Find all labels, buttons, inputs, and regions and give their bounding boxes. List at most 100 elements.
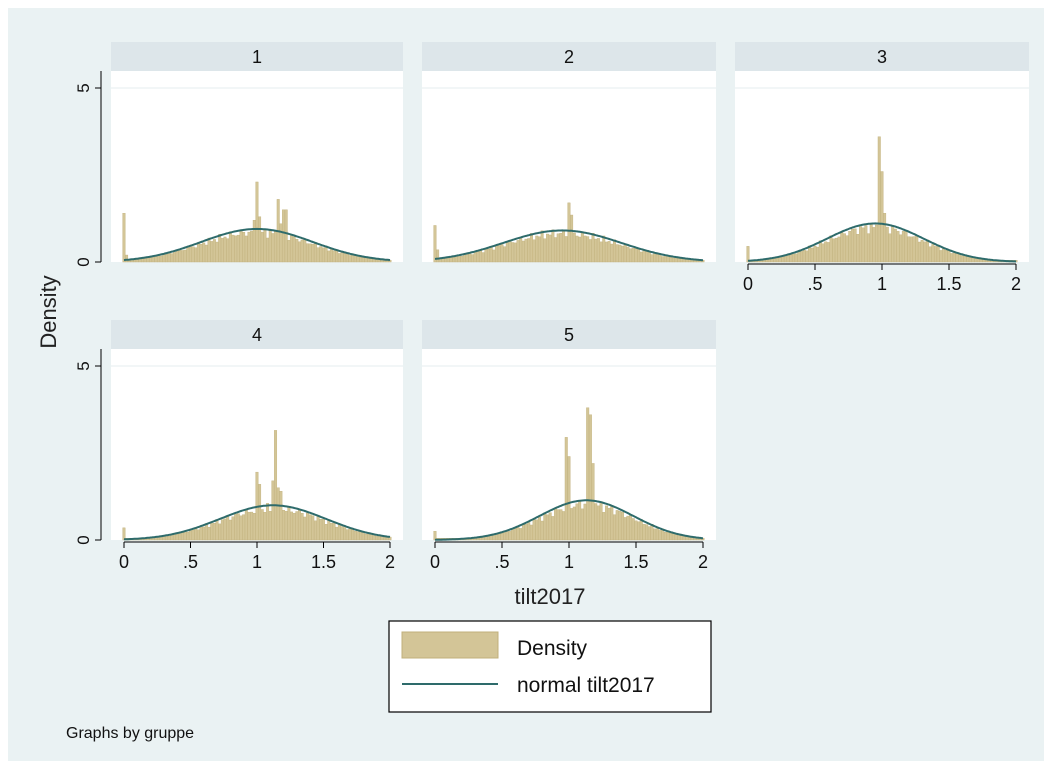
hist-bar bbox=[904, 231, 908, 263]
hist-bar bbox=[821, 243, 825, 263]
hist-bar bbox=[564, 437, 568, 541]
hist-bar bbox=[258, 216, 262, 263]
hist-bar bbox=[303, 516, 307, 541]
hist-bar bbox=[220, 238, 224, 263]
hist-bar bbox=[481, 252, 485, 263]
normal-curve-5 bbox=[435, 499, 704, 541]
panel-5: 5 0 .5 1 1.5 2 bbox=[422, 320, 716, 572]
normal-curve-2 bbox=[434, 229, 704, 262]
hist-bar bbox=[194, 527, 198, 541]
hist-bar bbox=[337, 253, 341, 263]
hist-bar bbox=[500, 533, 504, 541]
hist-bar bbox=[885, 226, 889, 263]
hist-bar bbox=[596, 505, 600, 541]
hist-bar bbox=[818, 240, 822, 263]
hist-bar bbox=[907, 236, 911, 263]
hist-bar bbox=[154, 256, 158, 263]
panel-label-5: 5 bbox=[564, 325, 574, 345]
hist-bar bbox=[263, 229, 267, 263]
hist-bar bbox=[223, 518, 227, 541]
hist-bar bbox=[489, 246, 493, 263]
hist-bar bbox=[653, 528, 657, 541]
normal-curve-1 bbox=[123, 227, 391, 262]
hist-bar bbox=[626, 246, 630, 263]
hist-bar bbox=[524, 238, 528, 263]
hist-bar bbox=[952, 252, 956, 263]
hist-bar bbox=[215, 519, 219, 541]
hist-bar bbox=[361, 257, 365, 263]
hist-bar bbox=[794, 253, 798, 263]
hist-bar bbox=[497, 245, 501, 263]
hist-bar bbox=[802, 250, 806, 263]
hist-bar bbox=[335, 249, 339, 263]
panel-3: 3 0 .5 1 1.5 2 bbox=[735, 42, 1029, 294]
hist-bar bbox=[295, 238, 299, 263]
hist-bar bbox=[543, 512, 547, 541]
hist-bar bbox=[313, 520, 317, 541]
normal-curve-4 bbox=[124, 504, 391, 541]
hist-bar bbox=[199, 244, 203, 263]
hist-bar bbox=[615, 510, 619, 541]
hist-bar bbox=[909, 236, 913, 263]
hist-bar bbox=[529, 524, 533, 541]
hist-bar bbox=[290, 235, 293, 263]
hist-bar bbox=[575, 235, 579, 263]
hist-bar bbox=[165, 254, 168, 263]
hist-bar bbox=[770, 258, 774, 263]
hist-bar bbox=[284, 510, 288, 541]
hist-bar bbox=[505, 242, 509, 263]
hist-bar bbox=[348, 255, 352, 263]
hist-bar bbox=[364, 533, 368, 541]
y-tick-label: 5 bbox=[74, 361, 93, 370]
hist-bar bbox=[220, 519, 224, 541]
hist-bar bbox=[540, 230, 544, 263]
hist-bar bbox=[527, 522, 531, 541]
hist-bar bbox=[244, 235, 248, 263]
panel-label-4: 4 bbox=[252, 325, 262, 345]
hist-bar bbox=[637, 521, 641, 541]
hist-bar bbox=[642, 250, 646, 263]
hist-bar bbox=[175, 250, 179, 263]
panel-strip-2 bbox=[422, 42, 716, 71]
hist-bar bbox=[511, 529, 515, 541]
panel-1: 1 0 5 bbox=[74, 42, 403, 267]
legend-swatch-density bbox=[401, 631, 499, 659]
hist-bar bbox=[268, 511, 272, 541]
hist-bar bbox=[540, 520, 544, 541]
hist-bar bbox=[212, 239, 216, 263]
hist-bar bbox=[332, 250, 336, 263]
hist-bar bbox=[669, 256, 673, 263]
hist-bar bbox=[513, 527, 517, 541]
hist-bar bbox=[537, 517, 541, 541]
hist-bar bbox=[626, 515, 630, 541]
hist-bar bbox=[313, 242, 317, 263]
x-tick-label: .5 bbox=[807, 274, 822, 294]
hist-bar bbox=[452, 256, 456, 263]
hist-bar bbox=[947, 249, 951, 263]
hist-bar bbox=[521, 240, 525, 263]
hist-bar bbox=[634, 247, 638, 263]
hist-bar bbox=[532, 518, 536, 541]
hist-bar bbox=[250, 511, 254, 541]
x-tick-label: 1.5 bbox=[936, 274, 961, 294]
hist-bar bbox=[642, 524, 646, 541]
hist-bar bbox=[853, 228, 857, 263]
hist-bar bbox=[572, 506, 576, 541]
hist-bar bbox=[810, 247, 814, 263]
hist-bar bbox=[607, 507, 611, 541]
hist-bar bbox=[631, 247, 635, 263]
hist-bar bbox=[859, 226, 862, 263]
hist-bar bbox=[618, 244, 622, 263]
hist-bar bbox=[226, 515, 230, 541]
hist-bar bbox=[436, 249, 440, 263]
hist-bar bbox=[610, 505, 614, 541]
panel-4: 4 0 5 0 .5 1 1.5 2 bbox=[74, 320, 403, 572]
hist-bar bbox=[306, 512, 309, 541]
hist-bar bbox=[268, 230, 272, 263]
hist-bar bbox=[928, 246, 932, 263]
hist-bar bbox=[551, 229, 555, 263]
hist-bar bbox=[781, 256, 785, 263]
hist-bar bbox=[629, 514, 633, 541]
hist-bar bbox=[279, 223, 283, 263]
hist-bar bbox=[655, 528, 659, 541]
